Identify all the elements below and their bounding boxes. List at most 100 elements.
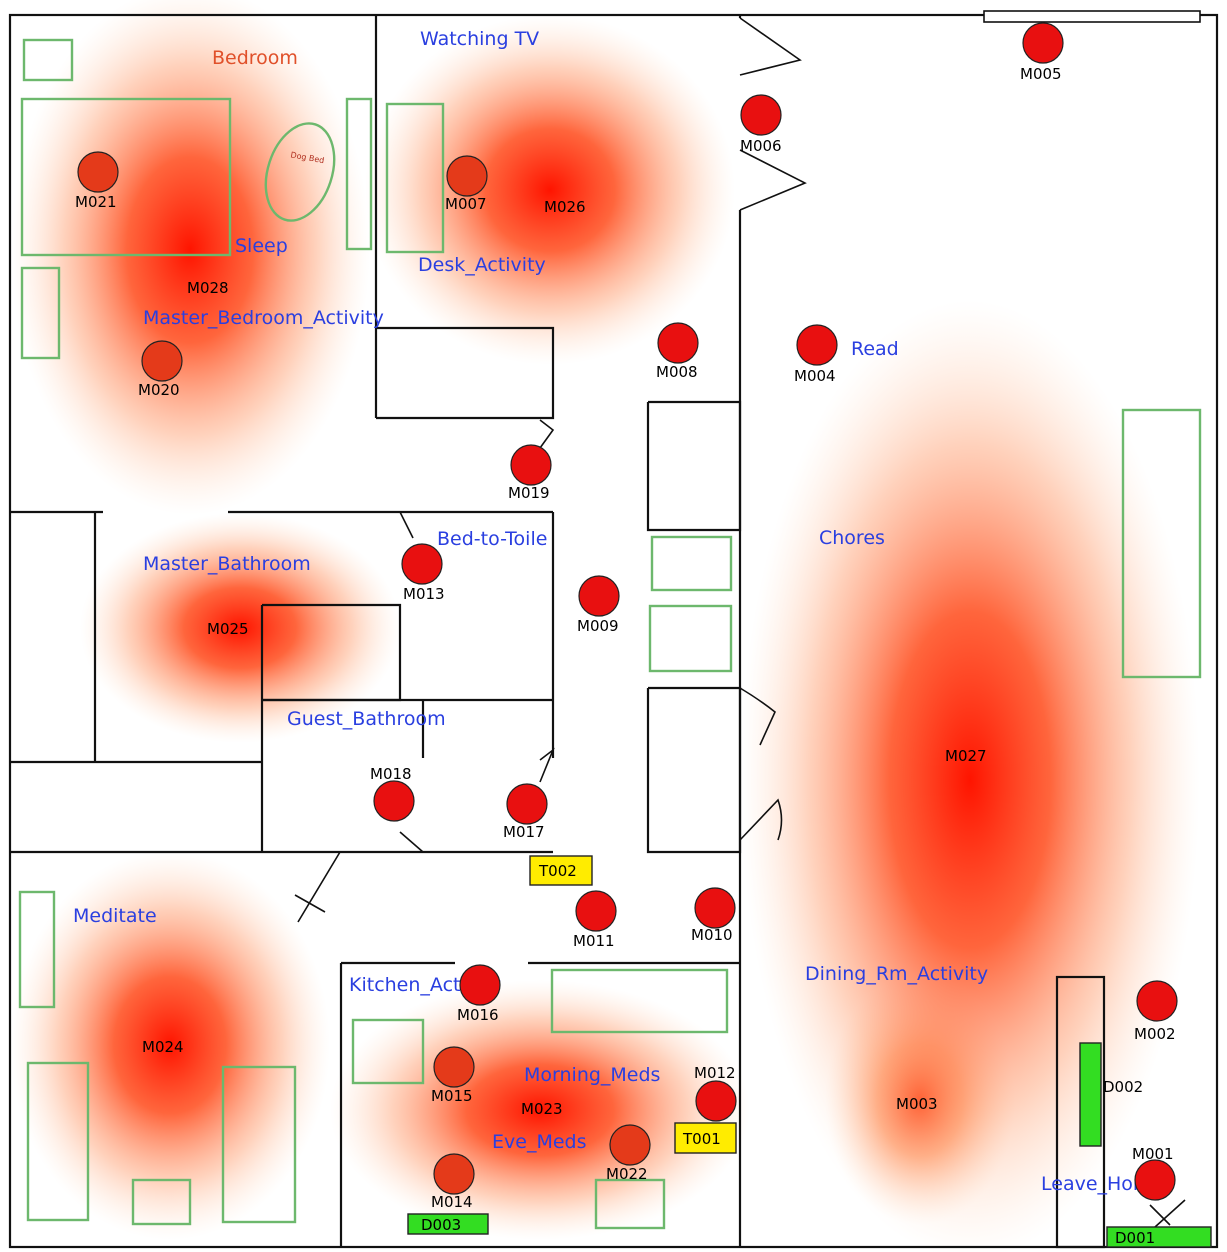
svg-text:M008: M008 [656, 363, 698, 381]
kitchen-stove [351, 1018, 425, 1085]
door-sensor-D001[interactable]: D001 [1106, 1226, 1212, 1248]
svg-text:D003: D003 [421, 1216, 461, 1234]
svg-text:T002: T002 [538, 862, 577, 880]
dresser-left [20, 266, 61, 360]
label-bed-to-toile: Bed-to-Toile [437, 528, 547, 550]
svg-text:M011: M011 [573, 932, 615, 950]
svg-text:M015: M015 [431, 1087, 473, 1105]
label-guest-bathroom: Guest_Bathroom [287, 708, 446, 730]
temperature-sensors: T001 T002 [529, 855, 737, 1154]
motion-sensor-M017[interactable]: M017 [503, 783, 548, 841]
svg-text:M013: M013 [403, 585, 445, 603]
meditate-table [131, 1178, 192, 1226]
svg-text:M006: M006 [740, 137, 782, 155]
svg-text:M020: M020 [138, 381, 180, 399]
motion-sensor-M009[interactable]: M009 [577, 575, 620, 635]
motion-sensor-M021[interactable]: M021 [75, 151, 119, 211]
svg-text:M005: M005 [1020, 65, 1062, 83]
label-dining-rm-activity: Dining_Rm_Activity [805, 963, 988, 985]
desk [385, 102, 445, 254]
motion-sensor-M020[interactable]: M020 [138, 340, 183, 399]
activity-heat-zones [10, 0, 1200, 1252]
svg-text:T001: T001 [682, 1130, 721, 1148]
motion-sensor-M016[interactable]: M016 [457, 964, 501, 1024]
door-sensor-D003[interactable]: D003 [407, 1213, 489, 1235]
heat-zone-meditate [10, 850, 330, 1240]
svg-text:M019: M019 [508, 484, 550, 502]
area-sensor-M026: M026 [544, 198, 586, 216]
motion-sensor-M006[interactable]: M006 [740, 94, 782, 155]
motion-sensor-M013[interactable]: M013 [401, 543, 445, 603]
label-eve-meds: Eve_Meds [492, 1131, 586, 1153]
area-sensor-M027: M027 [945, 747, 987, 765]
label-chores: Chores [819, 527, 885, 549]
motion-sensor-M011[interactable]: M011 [573, 890, 617, 950]
motion-sensor-M001[interactable]: M001 [1132, 1145, 1176, 1201]
svg-text:M004: M004 [794, 367, 836, 385]
svg-text:M010: M010 [691, 926, 733, 944]
label-meditate: Meditate [73, 905, 157, 927]
label-read: Read [851, 338, 899, 360]
walls [8, 10, 1219, 1249]
meditate-shelf [18, 890, 56, 1009]
area-sensors: M003 M023 M024 M025 M026 M027 M028 [142, 198, 987, 1118]
heat-zone-bedroom [10, 0, 370, 515]
svg-text:M022: M022 [606, 1165, 648, 1183]
svg-text:M018: M018 [370, 765, 412, 783]
wardrobe [345, 97, 373, 251]
area-sensor-M024: M024 [142, 1038, 184, 1056]
heat-zone-master-bathroom [80, 513, 400, 743]
area-sensor-M023: M023 [521, 1100, 563, 1118]
motion-sensor-M004[interactable]: M004 [794, 324, 838, 385]
door-sensor-D002[interactable]: D002 [1079, 1042, 1143, 1147]
motion-sensor-M019[interactable]: M019 [508, 444, 552, 502]
motion-sensor-M012[interactable]: M012 [694, 1064, 737, 1122]
svg-text:M017: M017 [503, 823, 545, 841]
motion-sensor-M010[interactable]: M010 [691, 887, 736, 944]
heat-zone-desk [365, 15, 735, 365]
kitchen-bin [594, 1178, 666, 1230]
label-morning-meds: Morning_Meds [524, 1064, 660, 1086]
motion-sensor-M015[interactable]: M015 [431, 1046, 475, 1105]
motion-sensor-M002[interactable]: M002 [1134, 980, 1178, 1043]
motion-sensor-M018[interactable]: M018 [370, 765, 415, 822]
label-master-bedroom-activity: Master_Bedroom_Activity [143, 307, 384, 329]
kitchen-counter-top [550, 968, 729, 1034]
area-sensor-M003: M003 [896, 1095, 938, 1113]
dog-bed [264, 122, 336, 222]
label-desk-activity: Desk_Activity [418, 254, 546, 276]
sofa [1121, 408, 1202, 679]
svg-text:M012: M012 [694, 1064, 736, 1082]
svg-text:D001: D001 [1115, 1229, 1155, 1247]
svg-text:M021: M021 [75, 193, 117, 211]
svg-text:D002: D002 [1103, 1078, 1143, 1096]
door-swings [294, 17, 1186, 1228]
meditate-chair-right [221, 1065, 297, 1224]
cabinet-1 [650, 535, 733, 592]
svg-text:M001: M001 [1132, 1145, 1174, 1163]
motion-sensor-M022[interactable]: M022 [606, 1124, 651, 1183]
bed [20, 97, 232, 257]
svg-text:M007: M007 [445, 195, 487, 213]
label-bedroom: Bedroom [212, 47, 298, 69]
motion-sensor-M014[interactable]: M014 [431, 1153, 475, 1211]
motion-sensor-M007[interactable]: M007 [445, 155, 488, 213]
label-leave-home: Leave_Home [1041, 1173, 1163, 1195]
room-labels: Bedroom Watching TV Sleep Desk_Activity … [73, 28, 1163, 1195]
temperature-sensor-T001[interactable]: T001 [674, 1122, 737, 1154]
nightstand [22, 38, 74, 82]
door-sensors: D001 D002 D003 [407, 1042, 1212, 1248]
svg-text:M016: M016 [457, 1006, 499, 1024]
label-watching-tv: Watching TV [420, 28, 539, 50]
area-sensor-M025: M025 [207, 620, 249, 638]
meditate-chair-left [26, 1061, 90, 1222]
area-sensor-M028: M028 [187, 279, 229, 297]
motion-sensor-M005[interactable]: M005 [1020, 22, 1064, 83]
svg-text:M014: M014 [431, 1193, 473, 1211]
label-master-bathroom: Master_Bathroom [143, 553, 311, 575]
temperature-sensor-T002[interactable]: T002 [529, 855, 593, 886]
label-sleep: Sleep [235, 235, 288, 257]
motion-sensor-M008[interactable]: M008 [656, 322, 699, 381]
svg-text:M002: M002 [1134, 1025, 1176, 1043]
